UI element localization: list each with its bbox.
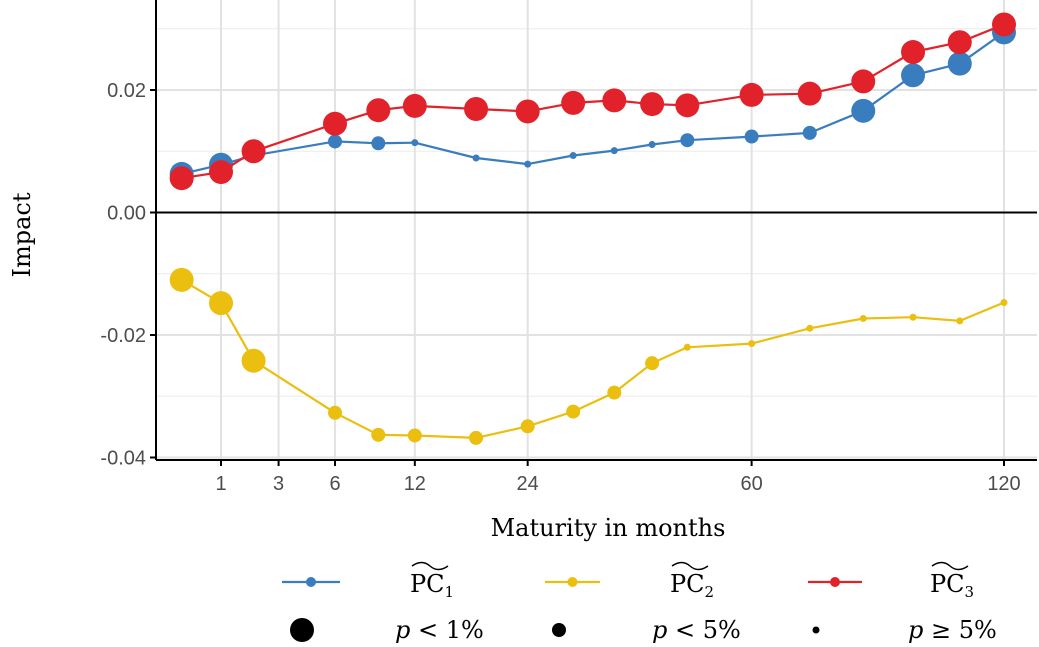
x-tick-label: 3 [273,473,284,495]
legend-item-pc2: PC2 [545,561,714,601]
legend-size-item: p ≥ 5% [812,616,997,644]
legend-label: PC2 [670,570,714,601]
x-tick-label: 1 [215,473,226,495]
data-point [209,291,233,316]
legend-series: PC1 PC2 PC3 [282,561,974,601]
legend-size-marker [552,623,566,637]
legend-significance: p < 1% p < 5% p ≥ 5% [290,616,997,644]
x-tick-labels: 1 3 6 12 24 60 120 [215,460,1021,495]
tilde-accent [671,561,709,571]
data-point [610,147,618,155]
legend-marker [830,577,840,587]
x-tick-label: 120 [987,473,1020,495]
data-point [901,40,926,65]
data-point [472,154,480,162]
series-pc1 [169,20,1016,186]
data-point [411,139,419,147]
data-point [323,111,348,136]
y-tick-label: -0.02 [100,325,146,347]
x-tick-label: 6 [329,473,340,495]
legend-marker [306,577,316,587]
data-point [744,129,759,144]
data-point [464,96,489,121]
x-tick-label: 12 [404,473,426,495]
data-point [859,314,867,322]
legend-size-label: p < 1% [395,616,484,644]
data-point [947,51,972,76]
x-tick-label: 60 [741,473,763,495]
data-point [645,356,660,371]
legend-size-marker [812,626,820,634]
data-point [909,313,917,321]
legend-size-label: p ≥ 5% [908,616,997,644]
data-point [602,88,627,113]
data-point [241,348,266,373]
data-point [748,340,756,348]
series-line [181,23,1005,180]
series-line [181,31,1005,175]
data-point [675,93,700,118]
data-point [1000,299,1008,307]
legend-size-item: p < 5% [552,616,741,644]
tilde-accent [411,561,449,571]
series-layer [169,12,1016,445]
data-point [169,267,194,292]
data-point [607,385,622,400]
gridlines [156,0,1037,460]
data-point [956,317,964,325]
data-point [524,160,532,168]
data-point [469,430,484,445]
x-tick-label: 24 [517,473,539,495]
legend-size-item: p < 1% [290,616,484,644]
data-point [569,152,577,160]
series-line [181,278,1005,439]
legend-marker [567,577,578,587]
data-point [648,141,656,149]
data-point [209,160,233,185]
data-point [992,12,1016,37]
data-point [802,125,817,140]
data-point [371,136,386,151]
data-point [566,404,581,419]
data-point [739,82,764,107]
data-point [241,139,266,164]
data-point [901,63,926,88]
data-point [402,93,427,118]
data-point [366,98,391,123]
data-point [515,99,540,124]
legend-label: PC1 [410,570,454,601]
x-axis-title: Maturity in months [491,514,726,542]
y-tick-label: 0.00 [107,203,146,225]
series-pc3 [169,12,1016,191]
y-axis-title: Impact [8,192,36,277]
y-tick-label: -0.04 [100,448,146,470]
legend-size-label: p < 5% [652,616,741,644]
data-point [640,92,665,117]
legend-size-marker [290,618,314,642]
axes [155,0,1037,461]
legend-item-pc3: PC3 [808,561,974,601]
data-point [797,81,822,106]
data-point [680,133,695,148]
data-point [328,405,343,420]
tilde-accent [931,561,969,571]
legend-label: PC3 [930,570,974,601]
data-point [806,324,814,332]
data-point [371,427,386,442]
y-tick-labels: -0.04 -0.02 0.00 0.02 [100,80,156,470]
data-point [328,134,343,149]
y-tick-label: 0.02 [107,80,146,102]
data-point [851,98,876,123]
data-point [520,419,535,434]
data-point [407,428,422,443]
data-point [947,30,972,55]
data-point [169,166,194,191]
legend-item-pc1: PC1 [282,561,454,601]
data-point [851,69,876,94]
series-pc2 [169,267,1008,445]
data-point [683,343,691,351]
data-point [561,90,586,115]
